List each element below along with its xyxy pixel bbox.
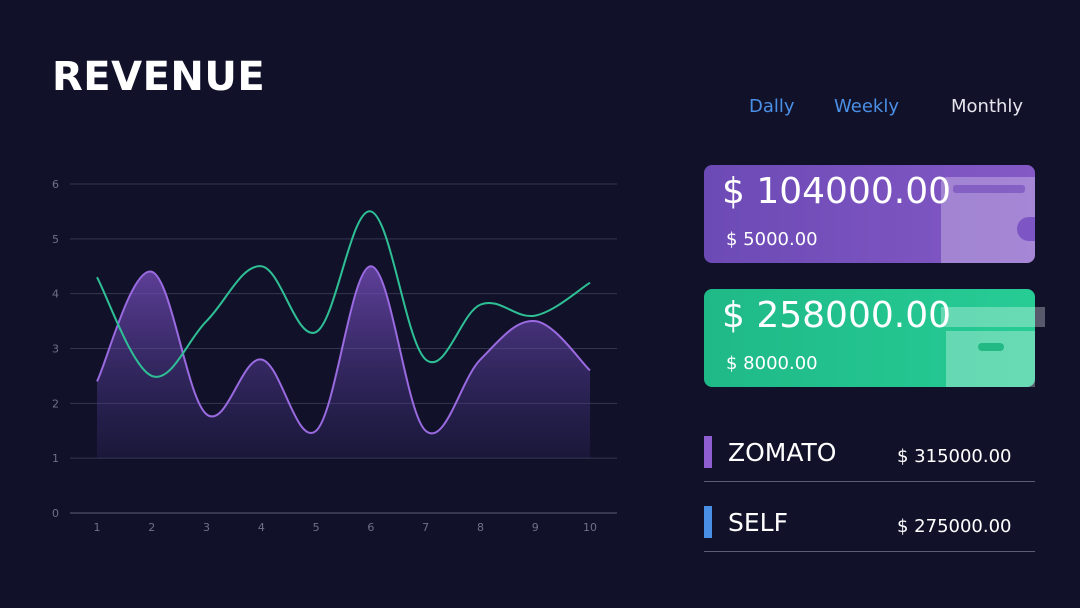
wallet-icon xyxy=(941,177,1035,263)
y-tick-label: 6 xyxy=(52,178,59,191)
legend-swatch xyxy=(704,436,712,468)
y-tick-label: 2 xyxy=(52,397,59,410)
divider xyxy=(704,481,1035,482)
legend-amount: $ 315000.00 xyxy=(897,446,1012,467)
x-tick-label: 1 xyxy=(94,521,101,534)
tab-daily[interactable]: Dally xyxy=(749,96,795,117)
x-tick-label: 7 xyxy=(422,521,429,534)
x-tick-label: 9 xyxy=(532,521,539,534)
page-title: REVENUE xyxy=(52,54,266,100)
revenue-chart: 0 1 2 3 4 5 6 1 2 3 4 5 6 7 8 9 10 xyxy=(52,178,617,534)
revenue-card-secondary: $ 258000.00 $ 8000.00 xyxy=(704,289,1045,387)
x-tick-label: 2 xyxy=(148,521,155,534)
tab-monthly[interactable]: Monthly xyxy=(951,96,1024,117)
x-tick-label: 6 xyxy=(367,521,374,534)
y-tick-label: 4 xyxy=(52,288,59,301)
x-tick-label: 5 xyxy=(313,521,320,534)
y-tick-label: 3 xyxy=(52,343,59,356)
revenue-card-primary: $ 104000.00 $ 5000.00 xyxy=(704,165,1035,263)
legend-amount: $ 275000.00 xyxy=(897,516,1012,537)
legend-swatch xyxy=(704,506,712,538)
card-amount: $ 104000.00 xyxy=(722,171,952,212)
period-tabs: Dally Weekly Monthly xyxy=(0,96,1080,120)
card-sub-amount: $ 8000.00 xyxy=(726,353,818,374)
x-tick-label: 3 xyxy=(203,521,210,534)
x-tick-label: 10 xyxy=(583,521,597,534)
series-line-2 xyxy=(96,210,591,378)
divider xyxy=(704,551,1035,552)
y-tick-label: 1 xyxy=(52,452,59,465)
legend-item-zomato: ZOMATO $ 315000.00 xyxy=(704,436,1035,482)
y-tick-label: 5 xyxy=(52,233,59,246)
y-tick-label: 0 xyxy=(52,507,59,520)
x-tick-label: 4 xyxy=(258,521,265,534)
x-tick-label: 8 xyxy=(477,521,484,534)
card-sub-amount: $ 5000.00 xyxy=(726,229,818,250)
card-amount: $ 258000.00 xyxy=(722,295,952,336)
tab-weekly[interactable]: Weekly xyxy=(834,96,899,117)
legend-label: ZOMATO xyxy=(728,438,837,467)
legend-label: SELF xyxy=(728,508,788,537)
series-area-1 xyxy=(97,266,590,459)
legend-item-self: SELF $ 275000.00 xyxy=(704,506,1035,552)
series-line-1 xyxy=(96,265,591,435)
